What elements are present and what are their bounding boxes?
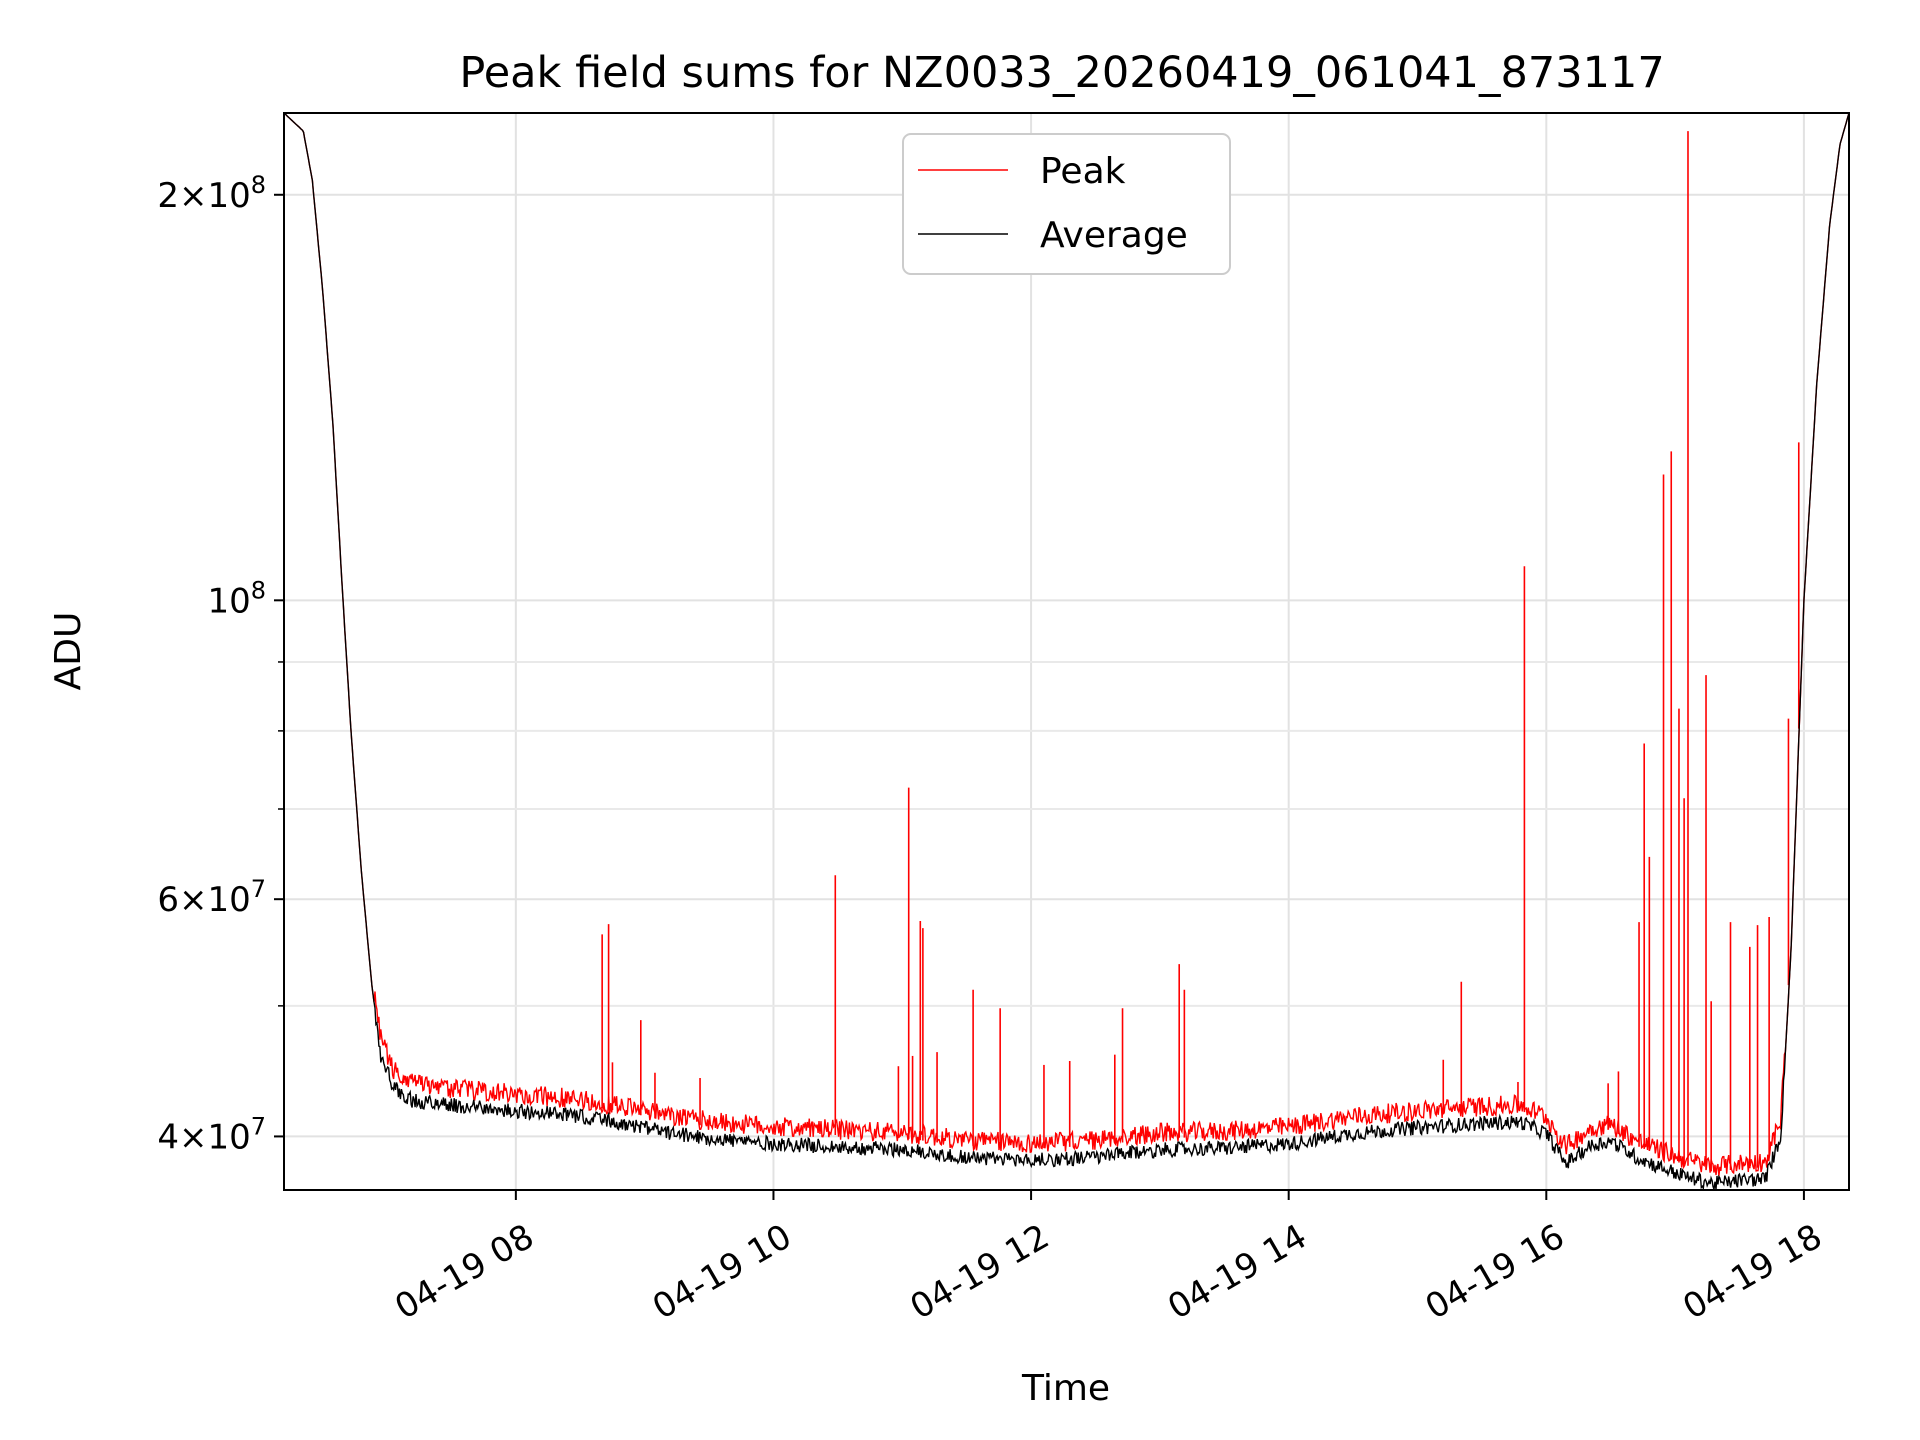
x-axis-label: Time [1021, 1368, 1110, 1409]
y-tick-label: 108 [207, 576, 266, 621]
y-axis-label: ADU [48, 612, 89, 691]
series-layer [283, 112, 1850, 1191]
series-peak-line [283, 112, 1850, 1176]
chart-title: Peak field sums for NZ0033_20260419_0610… [459, 48, 1664, 98]
y-tick-label: 6×107 [157, 875, 266, 920]
y-tick-label: 2×108 [157, 171, 266, 216]
legend-average-label: Average [1040, 215, 1188, 256]
y-tick-label: 4×107 [157, 1112, 266, 1157]
y-axis: 4×107 6×107 108 2×108 [157, 171, 284, 1157]
legend-box [902, 133, 1231, 275]
legend: Peak Average [902, 133, 1231, 275]
series-average-line [283, 112, 1850, 1191]
legend-peak-label: Peak [1040, 151, 1126, 192]
plot-frame [283, 112, 1850, 1191]
